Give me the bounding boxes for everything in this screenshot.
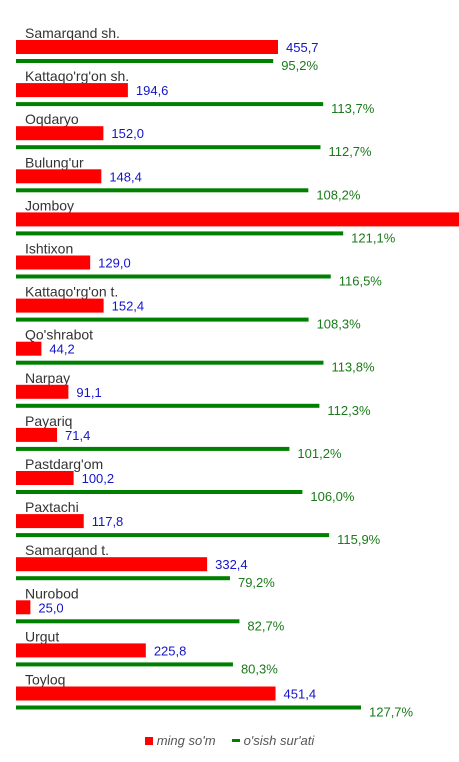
legend-swatch-green [231, 739, 240, 742]
legend-label-series2: o'sish sur'ati [243, 733, 315, 748]
value-bar-label: 100,2 [82, 471, 115, 486]
value-bar-label: 148,4 [109, 169, 142, 184]
value-bar-label: 91,1 [76, 385, 101, 400]
category-label: Paxtachi [25, 499, 79, 515]
legend-item-series2: o'sish sur'ati [231, 733, 315, 748]
category-label: Oqdaryo [25, 111, 79, 127]
category-label: Samarqand t. [25, 542, 109, 558]
value-bar [16, 169, 102, 184]
value-bar-label: 71,4 [65, 428, 90, 443]
category-label: Nurobod [25, 585, 79, 601]
value-bar [16, 83, 128, 98]
category-label: Pastdarg'om [25, 456, 103, 472]
value-bar [16, 255, 91, 270]
growth-bar [16, 403, 320, 408]
category-label: Payariq [25, 413, 72, 429]
value-bar [16, 298, 104, 313]
value-bar [16, 341, 42, 356]
growth-bar-label: 121,1% [351, 230, 396, 245]
growth-bar-label: 79,2% [238, 575, 275, 590]
growth-bar-label: 80,3% [241, 661, 278, 676]
category-label: Samarqand sh. [25, 25, 120, 41]
legend-swatch-red [144, 736, 153, 745]
value-bar-label: 455,7 [286, 40, 319, 55]
growth-bar-label: 82,7% [247, 618, 284, 633]
value-bar [16, 600, 31, 615]
value-bar [16, 384, 69, 399]
value-bar [16, 643, 146, 658]
value-bar-label: 194,6 [136, 83, 169, 98]
growth-bar-label: 108,3% [317, 317, 362, 332]
bar-chart: Samarqand sh. 455,7 95,2% Kattaqo'rg'on sh.… [16, 25, 459, 720]
value-bar [16, 514, 84, 529]
value-bar-label: 225,8 [154, 643, 187, 658]
growth-bar-label: 113,7% [331, 101, 375, 116]
category-label: Qo'shrabot [25, 327, 93, 343]
chart-legend: ming so'm o'sish sur'ati [0, 733, 459, 748]
value-bar [16, 686, 276, 701]
value-bar-label: 129,0 [98, 256, 131, 271]
growth-bar [16, 231, 344, 236]
value-bar-label: 44,2 [49, 342, 74, 357]
value-bar [16, 212, 459, 227]
category-label: Kattaqo'rg'on sh. [25, 68, 129, 84]
value-bar-label: 451,4 [284, 687, 317, 702]
growth-bar [16, 317, 309, 322]
category-label: Ishtixon [25, 241, 73, 257]
legend-item-series1: ming so'm [144, 733, 216, 748]
growth-bar-label: 95,2% [281, 58, 318, 73]
growth-bar-label: 112,7% [328, 144, 372, 159]
value-bar [16, 427, 58, 442]
value-bar [16, 471, 74, 485]
value-bar-label: 152,0 [111, 126, 144, 141]
growth-bar [16, 145, 321, 150]
growth-bar [16, 446, 290, 451]
growth-bar-label: 113,8% [331, 360, 375, 375]
legend-label-series1: ming so'm [156, 733, 216, 748]
growth-bar [16, 576, 230, 581]
value-bar-label: 152,4 [112, 299, 145, 314]
growth-bar [16, 59, 274, 63]
growth-bar-label: 116,5% [339, 274, 383, 289]
category-label: Narpay [25, 370, 70, 386]
value-bar [16, 40, 278, 54]
growth-bar-label: 112,3% [327, 403, 371, 418]
category-label: Jomboy [25, 197, 74, 213]
growth-bar [16, 705, 361, 710]
category-label: Kattaqo'rg'on t. [25, 284, 118, 300]
growth-bar [16, 533, 330, 538]
category-label: Urgut [25, 628, 59, 644]
growth-bar-label: 108,2% [316, 187, 361, 202]
value-bar-label: 332,4 [215, 557, 248, 572]
value-bar-label: 117,8 [92, 514, 124, 529]
growth-bar [16, 102, 324, 107]
growth-bar-label: 115,9% [337, 532, 381, 547]
growth-bar-label: 106,0% [310, 489, 355, 504]
value-bar-label: 25,0 [38, 600, 63, 615]
category-label: Toyloq [25, 672, 65, 688]
value-bar [16, 557, 208, 572]
growth-bar [16, 188, 309, 193]
value-bar [16, 126, 104, 141]
growth-bar [16, 662, 233, 667]
growth-bar-label: 127,7% [369, 705, 414, 720]
growth-bar [16, 360, 324, 365]
growth-bar-label: 101,2% [297, 446, 342, 461]
growth-bar [16, 490, 303, 494]
category-label: Bulung'ur [25, 154, 84, 170]
growth-bar [16, 274, 331, 279]
growth-bar [16, 619, 240, 624]
